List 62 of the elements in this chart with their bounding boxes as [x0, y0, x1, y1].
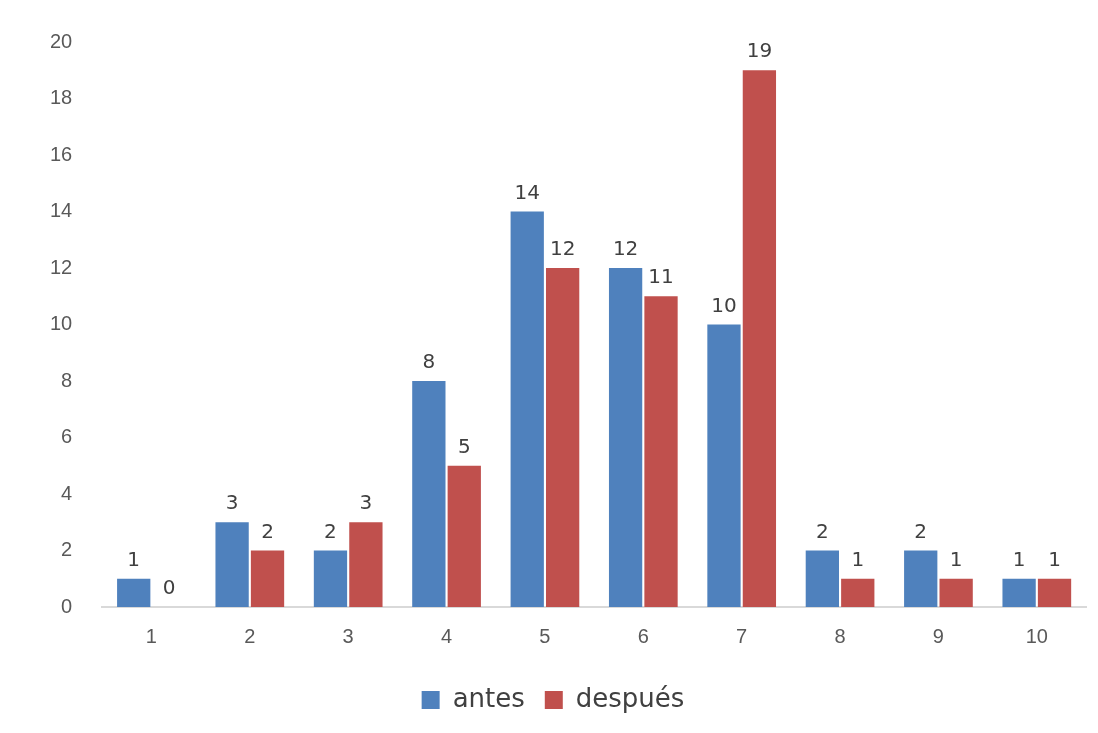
- bar: [939, 578, 973, 607]
- bar: [412, 381, 446, 607]
- x-tick-label: 8: [834, 624, 846, 647]
- data-label: 2: [261, 518, 274, 543]
- bar: [805, 550, 839, 607]
- bar: [707, 324, 741, 607]
- bar: [608, 268, 643, 607]
- bar: [1037, 578, 1072, 607]
- data-label: 2: [324, 518, 337, 543]
- data-label: 5: [457, 433, 471, 458]
- y-tick-label: 10: [50, 312, 73, 335]
- legend-label: después: [575, 682, 685, 713]
- bar: [313, 550, 348, 607]
- bar: [546, 268, 580, 607]
- data-label: 11: [648, 264, 674, 289]
- y-tick-label: 2: [61, 538, 73, 561]
- bar: [349, 522, 383, 607]
- x-tick-label: 4: [441, 624, 453, 647]
- data-label: 2: [815, 518, 829, 543]
- data-label: 8: [422, 349, 436, 374]
- y-tick-label: 0: [61, 594, 73, 617]
- y-tick-label: 8: [61, 368, 73, 391]
- data-label: 1: [851, 546, 865, 571]
- y-tick-label: 20: [50, 29, 73, 52]
- x-tick-label: 2: [244, 624, 256, 647]
- x-tick-label: 7: [736, 624, 748, 647]
- y-tick-label: 4: [61, 481, 73, 504]
- data-label: 12: [549, 236, 576, 261]
- x-tick-label: 3: [342, 624, 354, 647]
- data-label: 3: [225, 490, 239, 515]
- data-label: 2: [914, 518, 928, 543]
- x-tick-label: 9: [932, 624, 944, 647]
- data-label: 12: [612, 236, 639, 261]
- bar: [510, 211, 544, 607]
- data-label: 10: [711, 292, 737, 317]
- y-tick-label: 6: [61, 425, 73, 448]
- data-label: 0: [162, 575, 176, 600]
- data-label: 19: [746, 38, 773, 63]
- x-tick-label: 10: [1025, 624, 1048, 647]
- y-tick-label: 16: [50, 142, 73, 165]
- legend-label: antes: [452, 682, 525, 713]
- bar: [447, 465, 481, 607]
- data-label: 1: [1012, 546, 1026, 571]
- bar: [742, 70, 777, 607]
- y-tick-label: 12: [50, 255, 73, 278]
- data-label: 14: [514, 179, 540, 204]
- x-tick-label: 6: [637, 624, 649, 647]
- bar: [1002, 578, 1036, 607]
- data-label: 3: [359, 490, 373, 515]
- bar: [644, 296, 678, 607]
- data-label: 1: [949, 546, 963, 571]
- data-label: 1: [1048, 546, 1061, 571]
- x-tick-label: 1: [145, 624, 157, 647]
- data-label: 1: [127, 546, 141, 571]
- bar: [904, 550, 938, 607]
- bar: [250, 550, 285, 607]
- bar: [215, 522, 249, 607]
- y-tick-label: 14: [50, 199, 73, 222]
- bar: [117, 578, 151, 607]
- bar: [841, 578, 875, 607]
- y-tick-label: 18: [50, 86, 73, 109]
- x-tick-label: 5: [539, 624, 551, 647]
